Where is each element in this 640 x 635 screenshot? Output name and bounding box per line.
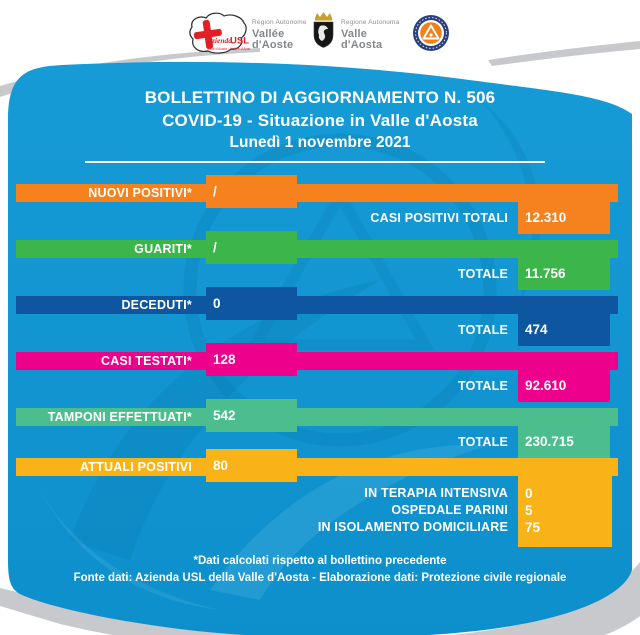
swoosh-top-left bbox=[0, 48, 260, 97]
stat-label: CASI TESTATI* bbox=[100, 354, 192, 368]
stat-bar bbox=[16, 184, 618, 202]
stat-bar bbox=[16, 240, 618, 258]
total-label: CASI POSITIVI TOTALI bbox=[370, 211, 508, 225]
watermark-emblem bbox=[30, 100, 541, 610]
stat-label: GUARITI* bbox=[134, 242, 192, 256]
breakdown-label-ospedale-parini: OSPEDALE PARINI bbox=[391, 503, 508, 517]
breakdown-value: 0 bbox=[525, 486, 533, 501]
daily-value: / bbox=[206, 231, 297, 264]
daily-value: 128 bbox=[206, 343, 297, 376]
azienda-usl-logo: Azienda USL Valle d'Aosta - Vallée d'Aos… bbox=[189, 12, 250, 54]
total-label: TOTALE bbox=[457, 435, 508, 449]
breakdown-values-block: 0 5 75 bbox=[518, 476, 612, 547]
swoosh-bottom bbox=[0, 562, 640, 635]
breakdown-label-isolamento-domiciliare: IN ISOLAMENTO DOMICILIARE bbox=[317, 520, 508, 534]
region-fr-small: Région Autonome bbox=[252, 19, 307, 26]
stat-bar bbox=[16, 296, 618, 314]
daily-value: 542 bbox=[206, 399, 297, 432]
blue-panel bbox=[8, 61, 632, 635]
total-value: 12.310 bbox=[518, 202, 610, 234]
row-guariti: / GUARITI* TOTALE 11.756 bbox=[0, 231, 640, 290]
stat-bar bbox=[16, 408, 618, 426]
daily-value: / bbox=[206, 175, 297, 208]
row-casi-testati: 128 CASI TESTATI* TOTALE 92.610 bbox=[0, 343, 640, 402]
protezione-civile-logo bbox=[413, 15, 449, 51]
breakdown-value: 5 bbox=[525, 503, 533, 518]
region-fr-large: Vallée d'Aoste bbox=[252, 27, 294, 51]
total-value: 11.756 bbox=[518, 258, 610, 290]
total-label: TOTALE bbox=[457, 379, 508, 393]
footer-note: *Dati calcolati rispetto al bollettino p… bbox=[193, 555, 447, 567]
usl-subtitle: Valle d'Aosta - Vallée d'Aoste bbox=[207, 47, 250, 51]
bulletin-subtitle: COVID-19 - Situazione in Valle d'Aosta bbox=[162, 111, 478, 130]
stat-label: NUOVI POSITIVI* bbox=[88, 186, 192, 200]
stat-label: DECEDUTI* bbox=[121, 298, 192, 312]
total-value: 230.715 bbox=[518, 426, 610, 458]
breakdown-label-terapia-intensiva: IN TERAPIA INTENSIVA bbox=[364, 486, 508, 500]
usl-brand-script: Azienda bbox=[206, 36, 232, 45]
regione-autonoma-it-label: Regione Autonoma Valle d'Aosta bbox=[341, 19, 401, 51]
region-it-small: Regione Autonoma bbox=[341, 19, 400, 26]
row-tamponi: 542 TAMPONI EFFETTUATI* TOTALE 230.715 bbox=[0, 399, 640, 458]
stat-bar bbox=[16, 458, 618, 476]
daily-value: 80 bbox=[206, 449, 297, 482]
row-nuovi-positivi: / NUOVI POSITIVI* CASI POSITIVI TOTALI 1… bbox=[0, 175, 640, 234]
row-attuali-positivi: 80 ATTUALI POSITIVI IN TERAPIA INTENSIVA… bbox=[0, 449, 640, 547]
footer-source: Fonte dati: Azienda USL della Valle d'Ao… bbox=[73, 572, 567, 584]
bulletin-date: Lunedì 1 novembre 2021 bbox=[229, 134, 411, 151]
region-autonome-fr-label: Région Autonome Vallée d'Aoste bbox=[252, 19, 310, 51]
valle-daosta-crest-icon bbox=[313, 12, 334, 48]
row-deceduti: 0 DECEDUTI* TOTALE 474 bbox=[0, 287, 640, 346]
stat-label: ATTUALI POSITIVI bbox=[80, 460, 192, 474]
red-cross-icon bbox=[193, 19, 222, 50]
usl-brand-bold: USL bbox=[230, 36, 249, 47]
total-value: 92.610 bbox=[518, 370, 610, 402]
stat-bar bbox=[16, 352, 618, 370]
swoosh-top-right bbox=[488, 41, 640, 66]
total-label: TOTALE bbox=[457, 323, 508, 337]
bulletin-title: BOLLETTINO DI AGGIORNAMENTO N. 506 bbox=[144, 88, 496, 107]
daily-value: 0 bbox=[206, 287, 297, 320]
breakdown-value: 75 bbox=[525, 520, 541, 535]
title-underline bbox=[85, 161, 545, 163]
total-value: 474 bbox=[518, 314, 610, 346]
region-it-large: Valle d'Aosta bbox=[341, 27, 383, 51]
total-label: TOTALE bbox=[457, 267, 508, 281]
stat-label: TAMPONI EFFETTUATI* bbox=[47, 410, 192, 424]
